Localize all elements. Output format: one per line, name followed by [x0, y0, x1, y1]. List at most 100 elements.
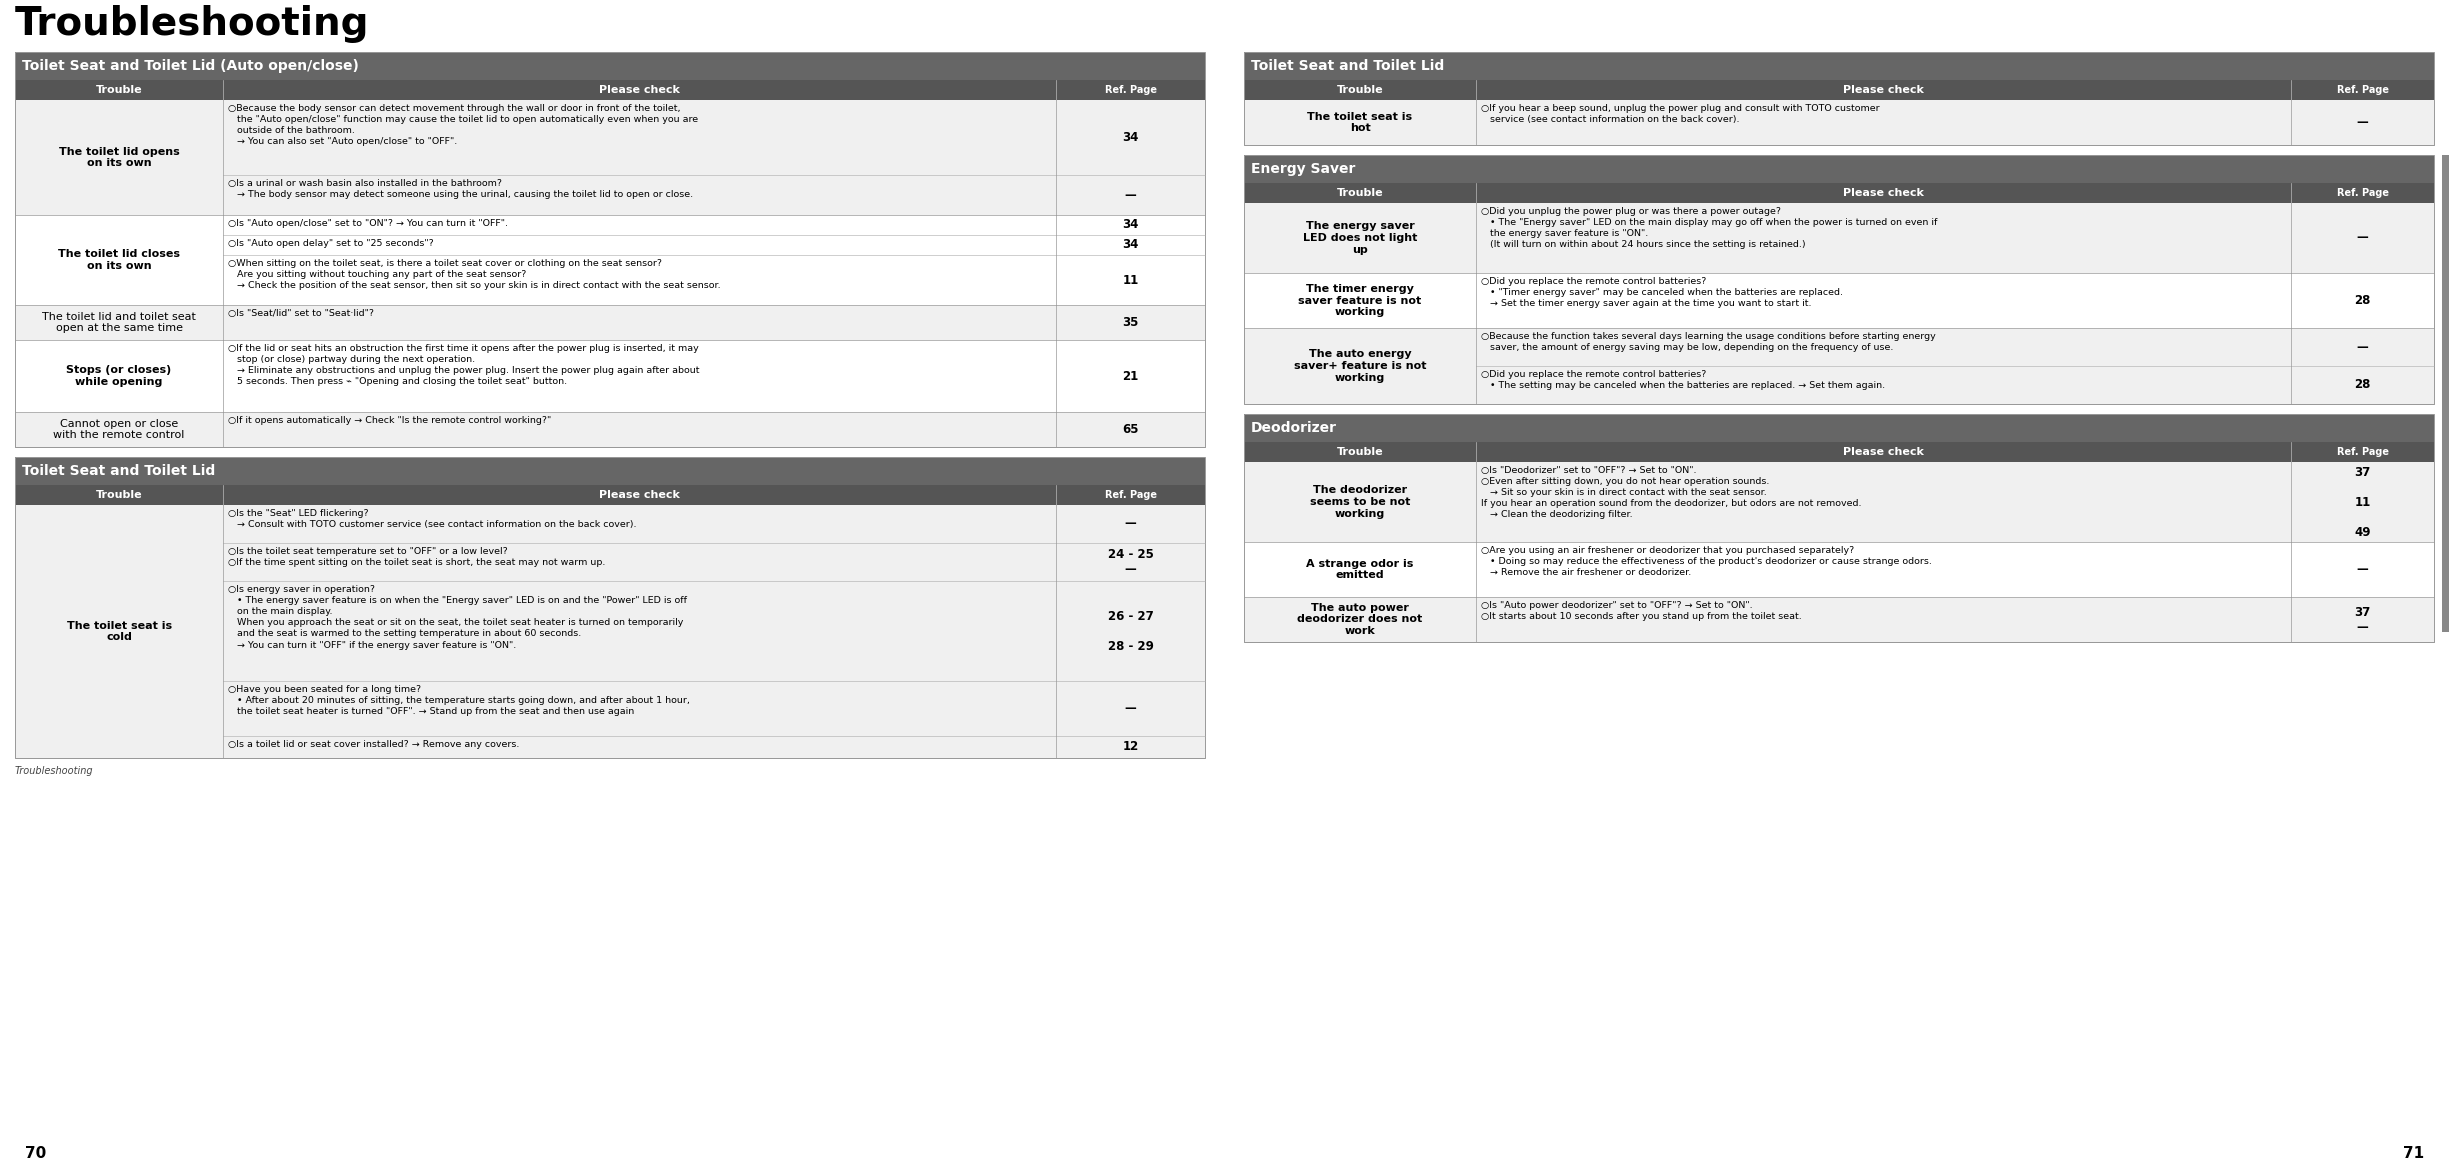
Bar — [1244, 463, 2434, 542]
Bar — [15, 80, 1205, 100]
Bar — [1244, 52, 2434, 144]
Text: ○If you hear a beep sound, unplug the power plug and consult with TOTO customer
: ○If you hear a beep sound, unplug the po… — [1482, 104, 1881, 125]
Text: 12: 12 — [1122, 741, 1139, 754]
Text: —: — — [2356, 563, 2368, 576]
Text: The energy saver
LED does not light
up: The energy saver LED does not light up — [1303, 221, 1418, 255]
Text: 37
—: 37 — — [2353, 606, 2371, 634]
Text: ○Is a urinal or wash basin also installed in the bathroom?
   → The body sensor : ○Is a urinal or wash basin also installe… — [228, 179, 693, 199]
Bar — [15, 305, 1205, 340]
Text: Please check: Please check — [1844, 188, 1925, 198]
Text: —: — — [1124, 517, 1136, 530]
Text: ○Is "Seat/lid" set to "Seat·lid"?: ○Is "Seat/lid" set to "Seat·lid"? — [228, 309, 375, 318]
Text: 34: 34 — [1122, 239, 1139, 252]
Text: ○Are you using an air freshener or deodorizer that you purchased separately?
   : ○Are you using an air freshener or deodo… — [1482, 546, 1932, 577]
Text: Troubleshooting: Troubleshooting — [15, 5, 370, 43]
Text: ○Is "Auto power deodorizer" set to "OFF"? → Set to "ON".
○It starts about 10 sec: ○Is "Auto power deodorizer" set to "OFF"… — [1482, 601, 1802, 621]
Bar — [15, 457, 1205, 485]
Text: —: — — [1124, 189, 1136, 202]
Text: ○Because the body sensor can detect movement through the wall or door in front o: ○Because the body sensor can detect move… — [228, 104, 698, 147]
Text: Please check: Please check — [600, 85, 681, 96]
Text: ○Have you been seated for a long time?
   • After about 20 minutes of sitting, t: ○Have you been seated for a long time? •… — [228, 685, 691, 716]
Text: Troubleshooting: Troubleshooting — [15, 767, 93, 776]
Bar — [1244, 329, 2434, 404]
Text: ○Is the toilet seat temperature set to "OFF" or a low level?
○If the time spent : ○Is the toilet seat temperature set to "… — [228, 548, 605, 567]
Text: ○Did you replace the remote control batteries?
   • "Timer energy saver" may be : ○Did you replace the remote control batt… — [1482, 277, 1844, 309]
Text: 11: 11 — [1122, 274, 1139, 287]
Text: Please check: Please check — [1844, 85, 1925, 96]
Text: 21: 21 — [1122, 369, 1139, 382]
Text: The toilet seat is
hot: The toilet seat is hot — [1308, 112, 1413, 133]
Text: 28: 28 — [2353, 379, 2371, 391]
Text: A strange odor is
emitted: A strange odor is emitted — [1305, 559, 1413, 580]
Text: Toilet Seat and Toilet Lid: Toilet Seat and Toilet Lid — [22, 464, 216, 478]
Text: Ref. Page: Ref. Page — [1104, 490, 1156, 500]
Text: Stops (or closes)
while opening: Stops (or closes) while opening — [66, 365, 171, 387]
Bar — [1244, 414, 2434, 442]
Text: The deodorizer
seems to be not
working: The deodorizer seems to be not working — [1310, 486, 1411, 518]
Text: —: — — [2356, 116, 2368, 129]
Text: 71: 71 — [2402, 1145, 2425, 1160]
Text: The auto power
deodorizer does not
work: The auto power deodorizer does not work — [1298, 603, 1423, 636]
Bar — [1244, 596, 2434, 642]
Text: ○When sitting on the toilet seat, is there a toilet seat cover or clothing on th: ○When sitting on the toilet seat, is the… — [228, 259, 720, 290]
Bar — [1244, 52, 2434, 80]
Text: Toilet Seat and Toilet Lid (Auto open/close): Toilet Seat and Toilet Lid (Auto open/cl… — [22, 59, 360, 73]
Bar — [1244, 442, 2434, 463]
Text: Deodorizer: Deodorizer — [1251, 421, 1337, 435]
Bar — [1244, 155, 2434, 183]
Text: ○If the lid or seat hits an obstruction the first time it opens after the power : ○If the lid or seat hits an obstruction … — [228, 344, 700, 387]
Text: ○Is "Auto open delay" set to "25 seconds"?: ○Is "Auto open delay" set to "25 seconds… — [228, 239, 433, 248]
Text: ○Is a toilet lid or seat cover installed? → Remove any covers.: ○Is a toilet lid or seat cover installed… — [228, 740, 519, 749]
Text: ○Is the "Seat" LED flickering?
   → Consult with TOTO customer service (see cont: ○Is the "Seat" LED flickering? → Consult… — [228, 509, 637, 529]
Text: 24 - 25
—: 24 - 25 — — [1107, 548, 1153, 576]
Text: The timer energy
saver feature is not
working: The timer energy saver feature is not wo… — [1298, 284, 1423, 317]
Bar — [15, 100, 1205, 216]
Text: Ref. Page: Ref. Page — [2336, 85, 2388, 96]
Text: —: — — [1124, 702, 1136, 715]
Text: Ref. Page: Ref. Page — [2336, 447, 2388, 457]
Bar — [15, 340, 1205, 412]
Bar — [1244, 155, 2434, 404]
Bar — [1244, 80, 2434, 100]
Text: Trouble: Trouble — [1337, 447, 1384, 457]
Text: —: — — [2356, 232, 2368, 245]
Text: 34: 34 — [1122, 130, 1139, 144]
Bar — [15, 52, 1205, 80]
Text: The toilet seat is
cold: The toilet seat is cold — [66, 621, 171, 642]
Text: Trouble: Trouble — [96, 490, 142, 500]
Bar — [1244, 542, 2434, 596]
Text: Please check: Please check — [1844, 447, 1925, 457]
Text: 65: 65 — [1122, 423, 1139, 436]
Text: Trouble: Trouble — [96, 85, 142, 96]
Text: 35: 35 — [1122, 316, 1139, 329]
Bar — [15, 412, 1205, 447]
Text: ○Is "Deodorizer" set to "OFF"? → Set to "ON".
○Even after sitting down, you do n: ○Is "Deodorizer" set to "OFF"? → Set to … — [1482, 466, 1861, 520]
Text: 26 - 27

28 - 29: 26 - 27 28 - 29 — [1107, 609, 1153, 652]
Text: Energy Saver: Energy Saver — [1251, 162, 1354, 176]
Bar — [1244, 183, 2434, 203]
Bar — [15, 52, 1205, 447]
Text: ○Is "Auto open/close" set to "ON"? → You can turn it "OFF".: ○Is "Auto open/close" set to "ON"? → You… — [228, 219, 509, 228]
Text: Trouble: Trouble — [1337, 188, 1384, 198]
Bar — [1244, 273, 2434, 329]
Bar — [1244, 100, 2434, 144]
Text: The auto energy
saver+ feature is not
working: The auto energy saver+ feature is not wo… — [1293, 350, 1425, 382]
Bar — [2442, 155, 2449, 631]
Text: Trouble: Trouble — [1337, 85, 1384, 96]
Bar — [15, 216, 1205, 305]
Text: Ref. Page: Ref. Page — [2336, 188, 2388, 198]
Text: Ref. Page: Ref. Page — [1104, 85, 1156, 96]
Bar — [15, 457, 1205, 758]
Text: ○Did you unplug the power plug or was there a power outage?
   • The "Energy sav: ○Did you unplug the power plug or was th… — [1482, 207, 1937, 249]
Bar — [15, 485, 1205, 504]
Text: Cannot open or close
with the remote control: Cannot open or close with the remote con… — [54, 418, 184, 440]
Text: 28: 28 — [2353, 294, 2371, 308]
Bar — [1244, 203, 2434, 273]
Text: ○Did you replace the remote control batteries?
   • The setting may be canceled : ○Did you replace the remote control batt… — [1482, 370, 1886, 390]
Text: ○If it opens automatically → Check "Is the remote control working?": ○If it opens automatically → Check "Is t… — [228, 416, 551, 425]
Text: 34: 34 — [1122, 219, 1139, 232]
Text: —: — — [2356, 340, 2368, 353]
Text: The toilet lid opens
on its own: The toilet lid opens on its own — [59, 147, 179, 168]
Text: 70: 70 — [24, 1145, 47, 1160]
Text: ○Because the function takes several days learning the usage conditions before st: ○Because the function takes several days… — [1482, 332, 1935, 352]
